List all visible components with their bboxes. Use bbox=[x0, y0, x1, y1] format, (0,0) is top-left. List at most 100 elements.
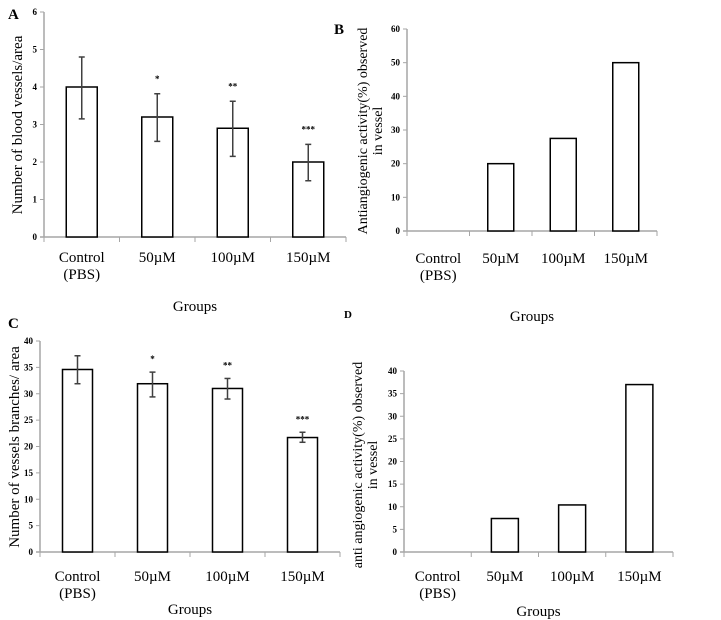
bar bbox=[549, 137, 577, 232]
x-tick-label: Control (PBS) bbox=[59, 250, 105, 283]
y-tick-label: 40 bbox=[24, 336, 34, 346]
y-tick-label: 30 bbox=[388, 411, 398, 421]
y-tick-label: 25 bbox=[24, 415, 34, 425]
y-tick-label: 60 bbox=[391, 24, 401, 34]
y-tick-label: 30 bbox=[391, 125, 401, 135]
x-tick-label: 50µM bbox=[486, 569, 523, 585]
y-tick-label: 1 bbox=[33, 195, 38, 205]
x-tick-label-line: 50µM bbox=[134, 569, 171, 585]
x-tick-label-line: (PBS) bbox=[59, 586, 96, 602]
chart-panel-d: D 0 5 10 15 20 25 30 35 40 Control (PBS) 50µM 100µM 15… bbox=[344, 309, 674, 620]
y-tick-label: 10 bbox=[388, 502, 398, 512]
y-tick-label: 4 bbox=[33, 82, 38, 92]
y-axis-title-line: Number of vessels branches/ area bbox=[7, 346, 23, 548]
bar bbox=[136, 382, 169, 553]
y-tick-label: 15 bbox=[388, 479, 398, 489]
y-tick-label: 35 bbox=[24, 362, 34, 372]
x-tick-label-line: (PBS) bbox=[419, 586, 456, 602]
chart-panel-b: B 0 10 20 30 40 50 60 Control (PBS) 50µM 100µM 150µM… bbox=[334, 22, 658, 325]
y-tick-label: 10 bbox=[391, 192, 401, 202]
y-tick-label: 0 bbox=[393, 547, 398, 557]
chart-panel-c: C 0 5 10 15 20 25 30 35 40 Control (PBS) * 50µM ** 100µ… bbox=[7, 316, 341, 618]
x-tick-label-line: Control bbox=[415, 569, 461, 585]
x-tick-label-line: Control bbox=[59, 250, 105, 266]
y-tick-label: 5 bbox=[33, 45, 38, 55]
y-tick-label: 10 bbox=[24, 494, 34, 504]
y-tick-label: 0 bbox=[33, 232, 38, 242]
x-tick-label-line: 50µM bbox=[482, 251, 519, 267]
y-tick-label: 6 bbox=[33, 7, 38, 17]
x-tick-label: 50µM bbox=[134, 569, 171, 585]
significance-marker: *** bbox=[302, 124, 316, 134]
x-tick-label: Control (PBS) bbox=[55, 569, 101, 602]
bar bbox=[286, 436, 319, 553]
x-tick-label: 100µM bbox=[550, 569, 594, 585]
panel-label: C bbox=[8, 316, 19, 332]
y-tick-label: 2 bbox=[33, 157, 38, 167]
bar bbox=[612, 61, 640, 232]
x-tick-label: 150µM bbox=[280, 569, 324, 585]
x-tick-label-line: Control bbox=[415, 251, 461, 267]
bar bbox=[141, 116, 174, 238]
x-tick-label-line: 100µM bbox=[550, 569, 594, 585]
panel-label: D bbox=[344, 309, 352, 321]
significance-marker: ** bbox=[228, 81, 238, 91]
x-tick-label: 100µM bbox=[211, 250, 255, 266]
x-tick-label: 50µM bbox=[482, 251, 519, 267]
bar bbox=[490, 517, 520, 553]
bar bbox=[65, 86, 98, 238]
y-axis-title-line: Number of blood vessels/area bbox=[10, 35, 26, 214]
significance-marker: * bbox=[155, 74, 160, 84]
x-tick-label-line: 150µM bbox=[604, 251, 648, 267]
y-tick-label: 40 bbox=[388, 366, 398, 376]
bar bbox=[487, 162, 515, 232]
x-tick-label-line: Control bbox=[55, 569, 101, 585]
y-axis-title: Number of vessels branches/ area bbox=[7, 346, 23, 548]
x-tick-label: 100µM bbox=[205, 569, 249, 585]
chart-panel-a: A 0 1 2 3 4 5 6 Control (PBS) * 50µM ** 100µM *** 150µM… bbox=[8, 7, 347, 315]
y-tick-label: 3 bbox=[33, 120, 38, 130]
x-axis-title: Groups bbox=[516, 604, 560, 620]
y-tick-label: 5 bbox=[29, 521, 34, 531]
x-tick-label: Control (PBS) bbox=[415, 251, 461, 284]
y-tick-label: 20 bbox=[24, 442, 34, 452]
y-tick-label: 25 bbox=[388, 434, 398, 444]
y-tick-label: 30 bbox=[24, 389, 34, 399]
x-tick-label-line: 100µM bbox=[205, 569, 249, 585]
x-tick-label: Control (PBS) bbox=[415, 569, 461, 602]
y-axis-title: anti angiogenic activity(%) observedin v… bbox=[351, 362, 381, 568]
y-axis-title-line: in vessel bbox=[371, 107, 386, 156]
x-tick-label-line: 50µM bbox=[486, 569, 523, 585]
y-tick-label: 35 bbox=[388, 389, 398, 399]
y-tick-label: 0 bbox=[29, 547, 34, 557]
x-tick-label-line: 150µM bbox=[617, 569, 661, 585]
y-tick-label: 15 bbox=[24, 468, 34, 478]
x-tick-label-line: (PBS) bbox=[420, 268, 457, 284]
x-tick-label: 50µM bbox=[139, 250, 176, 266]
x-tick-label-line: 150µM bbox=[280, 569, 324, 585]
significance-marker: *** bbox=[296, 414, 310, 424]
y-tick-label: 40 bbox=[391, 91, 401, 101]
x-axis-title: Groups bbox=[510, 309, 554, 325]
y-axis-title: Antiangiogenic activity(%) observedin ve… bbox=[356, 28, 386, 235]
y-tick-label: 50 bbox=[391, 58, 401, 68]
x-tick-label: 150µM bbox=[604, 251, 648, 267]
x-tick-label: 150µM bbox=[286, 250, 330, 266]
x-tick-label-line: 100µM bbox=[541, 251, 585, 267]
y-tick-label: 20 bbox=[388, 457, 398, 467]
y-axis-title-line: Antiangiogenic activity(%) observed bbox=[356, 28, 371, 235]
x-tick-label-line: 50µM bbox=[139, 250, 176, 266]
y-axis-title: Number of blood vessels/area bbox=[10, 35, 26, 214]
y-tick-label: 0 bbox=[396, 226, 401, 236]
y-tick-label: 20 bbox=[391, 159, 401, 169]
significance-marker: * bbox=[150, 354, 155, 364]
bar bbox=[625, 383, 654, 553]
x-tick-label: 100µM bbox=[541, 251, 585, 267]
x-tick-label: 150µM bbox=[617, 569, 661, 585]
x-tick-label-line: 150µM bbox=[286, 250, 330, 266]
x-axis-title: Groups bbox=[173, 299, 217, 315]
y-tick-label: 5 bbox=[393, 524, 398, 534]
panel-label: A bbox=[8, 7, 19, 23]
bar bbox=[61, 368, 94, 553]
